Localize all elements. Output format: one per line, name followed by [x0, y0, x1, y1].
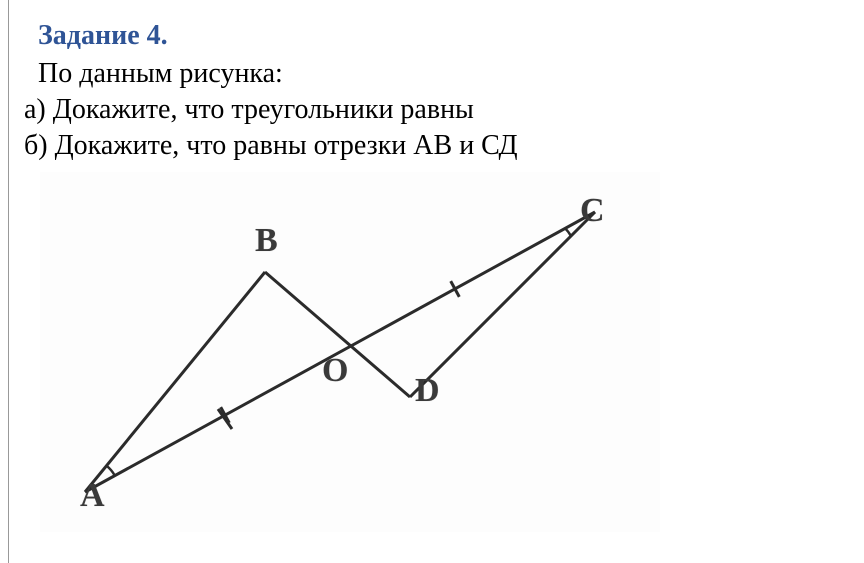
line-DC — [410, 212, 595, 397]
left-border — [8, 0, 9, 563]
diagram-svg — [40, 172, 660, 532]
vertex-label-D: D — [415, 372, 440, 410]
angle-arc-C — [565, 228, 571, 236]
vertex-label-B: B — [255, 222, 278, 260]
vertex-label-A: A — [80, 477, 105, 515]
task-subtitle: По данным рисунка: — [38, 58, 864, 90]
line-AB — [85, 272, 265, 492]
task-item-b: б) Докажите, что равны отрезки АВ и СД — [24, 130, 864, 162]
angle-arc-A — [107, 466, 115, 476]
task-item-a: а) Докажите, что треугольники равны — [24, 94, 864, 126]
geometry-diagram: A B O D C — [40, 172, 660, 532]
task-title: Задание 4. — [38, 20, 864, 52]
vertex-label-O: O — [322, 352, 348, 390]
vertex-label-C: C — [580, 192, 605, 230]
